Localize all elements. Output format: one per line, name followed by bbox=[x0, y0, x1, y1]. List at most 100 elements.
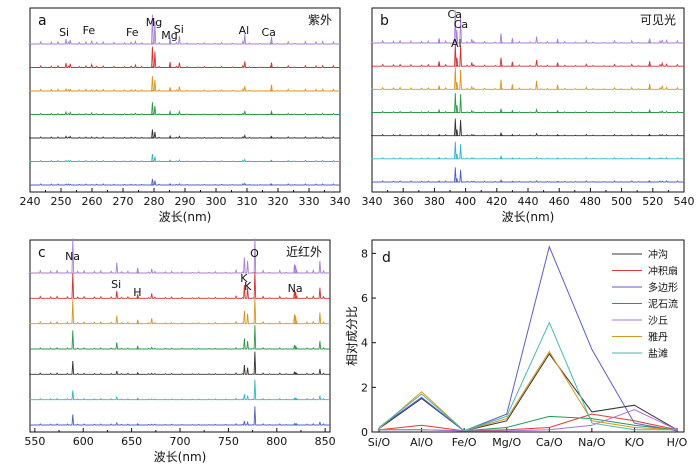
x-tick-label: 340 bbox=[362, 195, 383, 208]
x-tick-label: 280 bbox=[144, 195, 165, 208]
x-tick-label: 400 bbox=[455, 195, 476, 208]
spectrum-series-1 bbox=[27, 238, 330, 274]
spectrum-series-4 bbox=[28, 102, 340, 115]
spectrum-series-2 bbox=[370, 44, 684, 67]
element-label: K bbox=[244, 280, 252, 293]
panel-label: a bbox=[38, 13, 47, 29]
band-label: 近红外 bbox=[286, 244, 322, 259]
element-label: Mg bbox=[161, 29, 177, 42]
spectrum-series-7 bbox=[370, 167, 684, 183]
x-tick-label: 360 bbox=[393, 195, 414, 208]
legend-label: 多边形 bbox=[648, 281, 678, 294]
element-label: O bbox=[250, 247, 259, 260]
x-tick-label: 850 bbox=[315, 435, 336, 448]
x-axis-label: 波长(nm) bbox=[502, 210, 555, 224]
spectrum-series-5 bbox=[28, 129, 340, 139]
plot-frame bbox=[29, 7, 341, 193]
x-tick-label: 420 bbox=[486, 195, 507, 208]
y-tick-label: 2 bbox=[361, 381, 368, 394]
x-tick-label: 700 bbox=[170, 435, 191, 448]
y-tick-label: 8 bbox=[361, 247, 368, 260]
legend-label: 泥石流 bbox=[648, 298, 678, 311]
element-label: Si bbox=[59, 26, 69, 39]
panel-b-visible-spectrum: 340 360 380 400 420 440 460 480 500 520 540 波长(nm) b… bbox=[362, 7, 695, 224]
spectrum-series-6 bbox=[28, 379, 330, 401]
element-label: Ca bbox=[447, 8, 461, 21]
y-tick-label: 0 bbox=[361, 426, 368, 439]
legend-background bbox=[606, 244, 682, 366]
panel-label: b bbox=[380, 13, 389, 29]
x-tick-label: 330 bbox=[299, 195, 320, 208]
element-label: Fe bbox=[83, 24, 96, 37]
x-tick-label: 240 bbox=[20, 195, 41, 208]
x-tick-label: 300 bbox=[206, 195, 227, 208]
panel-label: c bbox=[38, 245, 46, 261]
spectrum-series-7 bbox=[28, 406, 330, 426]
x-tick-label: 260 bbox=[82, 195, 103, 208]
x-tick-label: Mg/O bbox=[492, 436, 521, 449]
composition-series-line bbox=[378, 353, 678, 432]
element-label: Al bbox=[239, 24, 250, 37]
legend-label: 冲沟 bbox=[648, 248, 668, 261]
x-tick-label: 650 bbox=[121, 435, 142, 448]
spectrum-series-4 bbox=[28, 325, 330, 350]
element-label: Al bbox=[451, 37, 462, 50]
band-label: 紫外 bbox=[308, 13, 332, 27]
x-axis-label: 波长(nm) bbox=[159, 210, 212, 224]
y-tick-label: 6 bbox=[361, 292, 368, 305]
x-tick-label: Si/O bbox=[368, 436, 391, 449]
spectrum-series-6 bbox=[28, 154, 340, 162]
spectrum-series-2 bbox=[28, 46, 340, 68]
element-label: K bbox=[240, 272, 248, 285]
composition-series-line bbox=[378, 413, 678, 432]
element-label: Si bbox=[111, 278, 121, 291]
element-label: Fe bbox=[126, 26, 139, 39]
x-tick-label: 310 bbox=[237, 195, 258, 208]
legend-label: 盐滩 bbox=[648, 347, 668, 360]
composition-series-line bbox=[378, 245, 678, 432]
x-tick-label: Ca/O bbox=[536, 436, 563, 449]
y-axis-label: 相对成分比 bbox=[345, 306, 359, 366]
x-tick-label: 320 bbox=[268, 195, 289, 208]
x-tick-label: 750 bbox=[218, 435, 239, 448]
spectrum-series-3 bbox=[371, 67, 684, 90]
plot-frame bbox=[29, 239, 331, 433]
spectrum-series-2 bbox=[28, 272, 330, 299]
element-label: H bbox=[133, 286, 141, 299]
composition-series-line bbox=[378, 321, 677, 432]
element-label: Ca bbox=[454, 18, 468, 31]
spectrum-series-4 bbox=[370, 92, 684, 113]
x-tick-label: 460 bbox=[549, 195, 570, 208]
x-tick-label: Al/O bbox=[410, 436, 433, 449]
spectrum-series-6 bbox=[371, 141, 684, 160]
x-tick-label: K/O bbox=[625, 436, 645, 449]
x-tick-label: 270 bbox=[113, 195, 134, 208]
element-label: Na bbox=[65, 250, 80, 263]
spectrum-series-1 bbox=[369, 10, 684, 44]
spectrum-series-5 bbox=[370, 118, 684, 137]
element-label: Mg bbox=[146, 16, 162, 29]
x-tick-label: 380 bbox=[424, 195, 445, 208]
panel-a-uv-spectrum: 240 250 260 270 280 290 300 310 320 330 340 波长(nm) a… bbox=[20, 7, 351, 224]
spectrum-series-1 bbox=[27, 14, 340, 45]
x-axis-label: 波长(nm) bbox=[154, 450, 207, 464]
x-tick-label: 540 bbox=[674, 195, 695, 208]
x-tick-label: 480 bbox=[580, 195, 601, 208]
composition-series-line bbox=[379, 409, 678, 432]
spectrum-series-5 bbox=[28, 351, 330, 375]
spectrum-series-3 bbox=[28, 298, 330, 325]
element-label: Na bbox=[288, 282, 303, 295]
spectrum-series-7 bbox=[28, 178, 340, 186]
plot-frame bbox=[371, 239, 685, 433]
composition-series-line bbox=[378, 350, 678, 432]
panel-label: d bbox=[382, 250, 391, 266]
x-tick-label: 500 bbox=[611, 195, 632, 208]
x-tick-label: 290 bbox=[175, 195, 196, 208]
band-label: 可见光 bbox=[640, 13, 676, 27]
x-tick-label: 520 bbox=[642, 195, 663, 208]
x-tick-label: H/O bbox=[667, 436, 688, 449]
panel-d-relative-composition: 0 2 4 6 8 Si/O Al/O Fe/O Mg/O Ca/O Na/O K/O H/O 相对成分比… bbox=[345, 239, 688, 449]
element-label: Ca bbox=[261, 26, 275, 39]
